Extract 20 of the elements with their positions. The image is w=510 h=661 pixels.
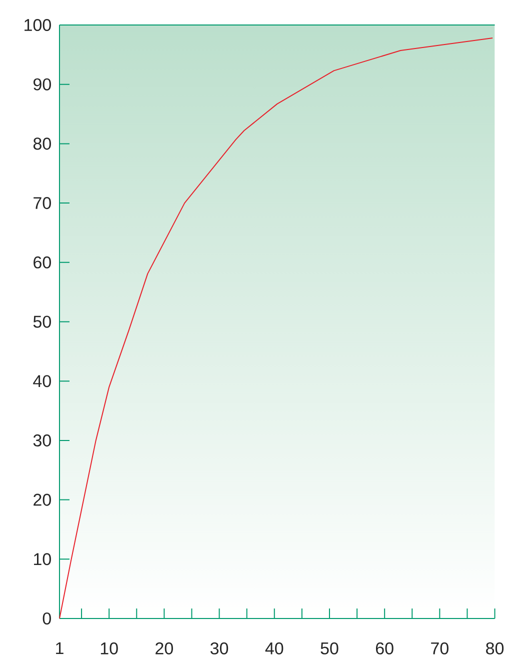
x-tick-label: 40 [265, 642, 284, 654]
y-tick-label: 10 [34, 553, 52, 566]
y-tick-label: 80 [34, 138, 52, 150]
x-tick-label: 20 [156, 642, 174, 654]
x-tick-label: 10 [100, 642, 118, 654]
x-tick-label: 60 [376, 642, 394, 654]
y-tick-label: 70 [34, 197, 52, 210]
y-tick-label: 100 [24, 18, 52, 32]
y-tick-label: 30 [33, 434, 52, 446]
y-tick-label: 90 [34, 78, 52, 90]
y-tick-label: 50 [33, 316, 52, 328]
y-tick-label: 20 [34, 494, 52, 506]
y-tick-label: 0 [42, 612, 52, 625]
x-tick-label: 50 [320, 642, 338, 654]
y-tick-label: 40 [33, 375, 52, 388]
x-tick-label: 70 [431, 642, 449, 654]
x-tick-label: 30 [210, 642, 228, 654]
x-tick-label: 80 [486, 642, 504, 654]
x-tick-label: 1 [56, 642, 64, 654]
y-tick-label: 60 [34, 256, 52, 268]
